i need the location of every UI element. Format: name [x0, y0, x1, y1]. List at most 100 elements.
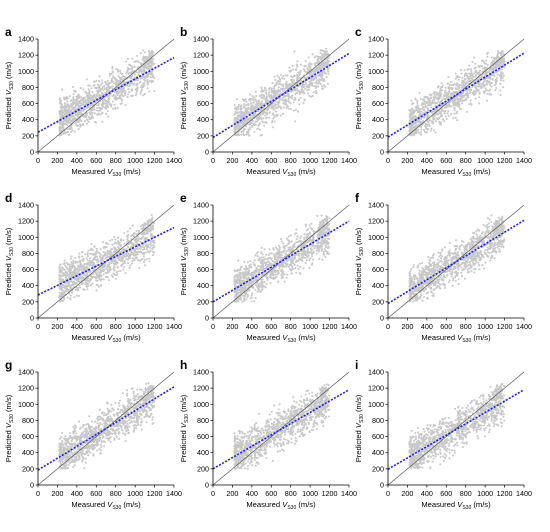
data-point [301, 85, 304, 88]
data-point [63, 291, 67, 294]
data-point [104, 251, 107, 255]
data-point [66, 131, 69, 134]
data-point [297, 98, 301, 101]
data-point [265, 109, 269, 112]
data-point [142, 245, 146, 248]
data-point [241, 123, 244, 127]
data-point [434, 120, 438, 123]
data-point [410, 107, 413, 110]
data-point [241, 120, 244, 123]
data-point [418, 92, 421, 95]
data-point [74, 106, 77, 109]
data-point [152, 58, 155, 61]
data-point [426, 120, 429, 123]
data-point [94, 277, 98, 280]
data-point [76, 294, 79, 297]
data-point [304, 81, 307, 84]
data-point [140, 86, 143, 89]
scatter-series [233, 214, 331, 303]
data-point [70, 261, 73, 264]
y-tick-label: 1400 [18, 201, 34, 210]
data-point [486, 52, 489, 55]
data-point [265, 117, 268, 120]
data-point [235, 117, 238, 120]
data-point [138, 266, 141, 270]
data-point [319, 67, 323, 70]
data-point [465, 110, 468, 113]
data-point [93, 84, 96, 87]
data-point [436, 86, 439, 89]
y-tick-label: 400 [372, 115, 384, 124]
data-point [244, 107, 247, 110]
data-point [478, 96, 481, 99]
data-point [117, 88, 120, 91]
data-point [306, 84, 309, 88]
data-point [88, 111, 91, 114]
data-point [95, 94, 98, 98]
data-point [477, 102, 481, 105]
data-point [124, 271, 127, 275]
y-tick-label: 1400 [368, 35, 384, 44]
data-point [495, 86, 498, 89]
chart-panel-b: b002002004004006006008008001000100012001… [179, 25, 357, 178]
data-point [295, 68, 298, 71]
data-point [83, 267, 86, 270]
data-point [148, 64, 151, 67]
data-point [135, 247, 139, 250]
data-point [456, 88, 459, 91]
data-point [484, 87, 487, 90]
data-point [249, 93, 252, 96]
data-point [465, 81, 468, 84]
data-point [484, 62, 488, 65]
data-point [131, 70, 134, 73]
data-point [135, 92, 138, 95]
data-point [478, 91, 481, 94]
data-point [291, 76, 294, 79]
data-point [117, 90, 120, 94]
data-point [433, 98, 436, 102]
data-point [288, 66, 291, 69]
data-point [471, 85, 474, 89]
data-point [151, 73, 154, 77]
data-point [129, 227, 132, 230]
data-point [320, 85, 323, 88]
data-point [59, 117, 62, 120]
data-point [460, 68, 463, 71]
data-point [430, 102, 433, 105]
data-point [286, 83, 289, 87]
data-point [462, 81, 465, 84]
data-point [123, 242, 126, 245]
data-point [428, 99, 431, 102]
y-tick-label: 400 [22, 115, 34, 124]
data-point [455, 82, 458, 85]
data-point [292, 109, 295, 112]
data-point [113, 246, 116, 249]
data-point [81, 251, 84, 254]
y-tick-label: 1000 [18, 67, 34, 76]
data-point [293, 74, 296, 77]
data-point [317, 60, 320, 63]
data-point [321, 53, 324, 56]
data-point [277, 83, 280, 86]
data-point [106, 90, 109, 93]
data-point [233, 127, 236, 130]
data-point [107, 279, 110, 282]
y-tick-label: 1400 [193, 35, 209, 44]
data-point [483, 66, 486, 69]
data-point [152, 244, 155, 247]
chart-panel-e: e002002004004006006008008001000100012001… [179, 191, 357, 344]
data-point [124, 103, 127, 107]
data-point [466, 95, 469, 98]
data-point [69, 294, 72, 297]
data-point [116, 265, 119, 268]
data-point [120, 92, 123, 95]
data-point [251, 95, 254, 98]
data-point [252, 261, 255, 264]
data-point [120, 72, 124, 76]
data-point [102, 241, 105, 244]
data-point [59, 277, 62, 280]
data-point [276, 80, 280, 83]
data-point [492, 56, 495, 60]
data-point [98, 88, 101, 91]
data-point [296, 65, 299, 69]
